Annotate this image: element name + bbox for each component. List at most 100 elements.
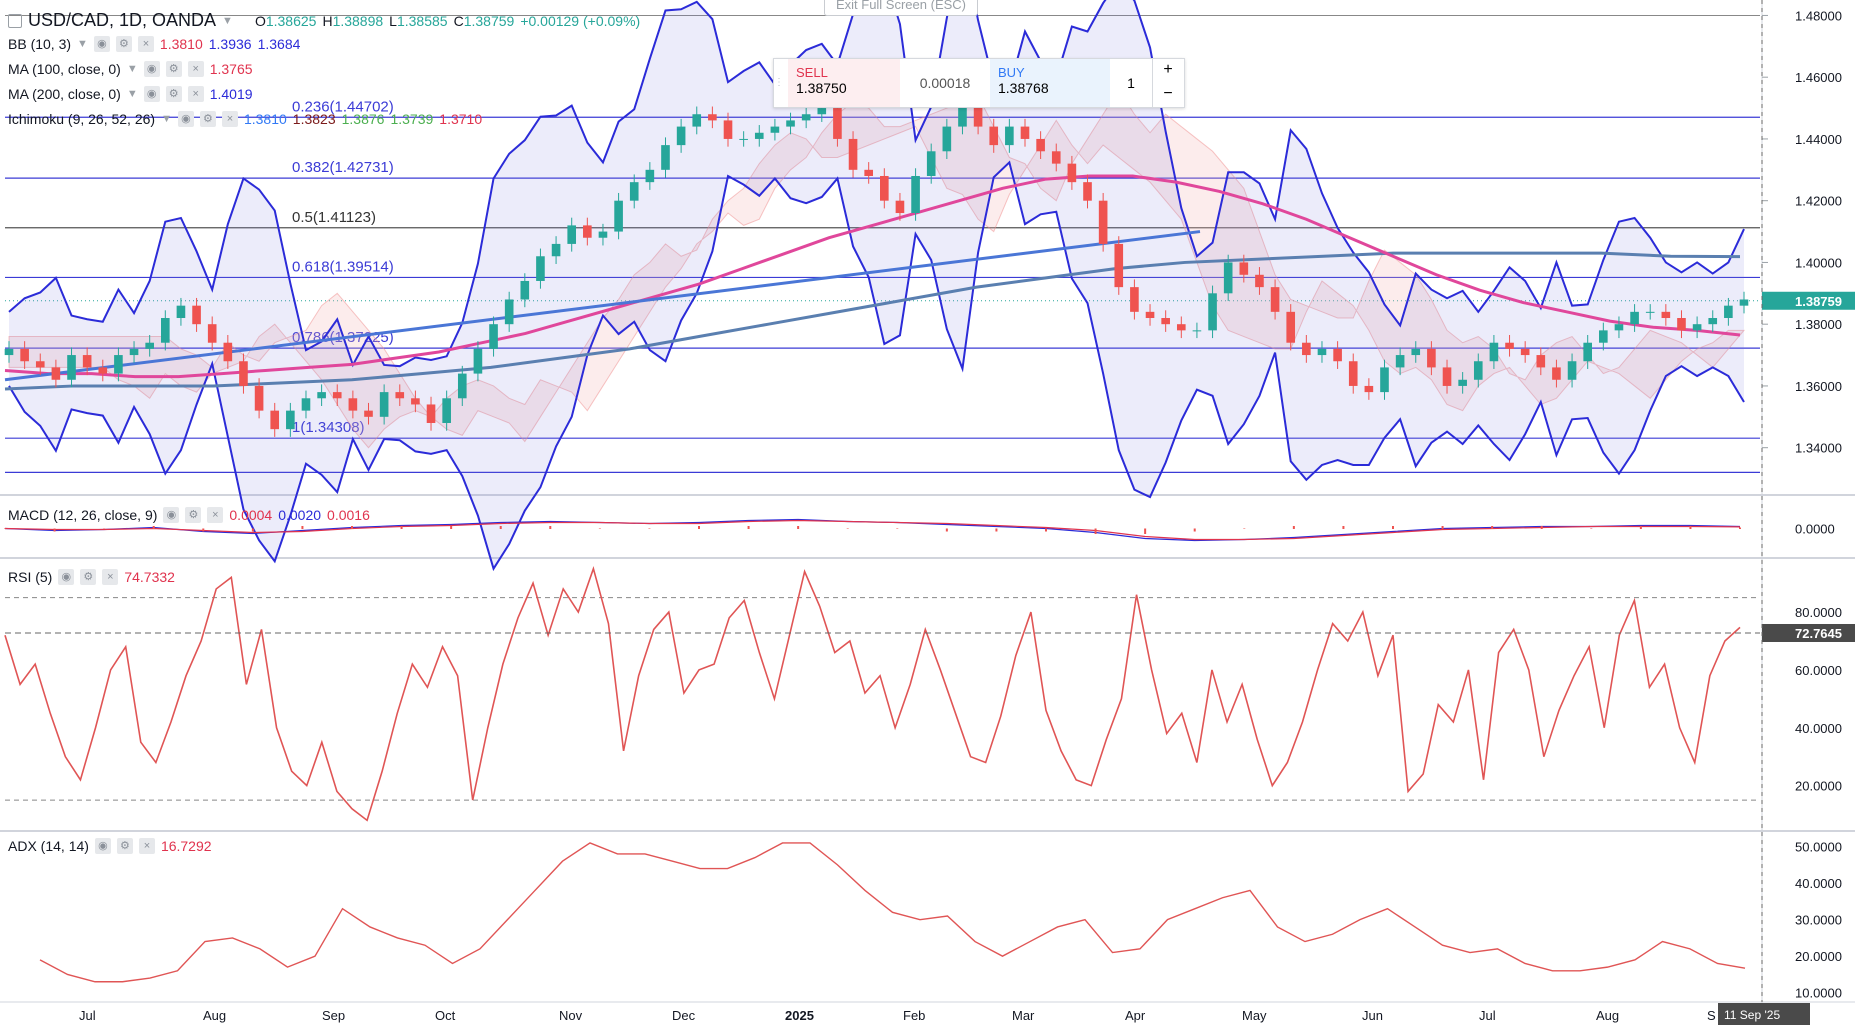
ohlc-close: C1.38759 [453, 12, 515, 29]
candle [1661, 311, 1671, 319]
candle [786, 120, 795, 127]
eye-icon[interactable]: ◉ [94, 838, 111, 854]
chevron-down-icon[interactable]: ▼ [222, 14, 233, 27]
close-icon[interactable]: × [221, 111, 238, 127]
macd-value: 0.0020 [278, 507, 322, 523]
macd-name[interactable]: MACD (12, 26, close, 9) [8, 507, 158, 523]
candle [207, 324, 217, 343]
candle [1239, 262, 1249, 275]
candle [395, 392, 405, 399]
macd-histogram-bar [995, 528, 998, 532]
ma100-line [4, 174, 1741, 379]
macd-histogram-bar [450, 526, 453, 529]
candle [348, 398, 358, 411]
x-tick-label: May [1242, 1008, 1267, 1023]
close-icon[interactable]: × [187, 61, 204, 77]
settings-icon[interactable]: ⚙ [165, 61, 182, 77]
ichimoku-cloud [8, 88, 1746, 449]
quantity-field[interactable]: 1 [1127, 75, 1135, 91]
chevron-down-icon[interactable]: ▼ [77, 38, 88, 50]
candle [1708, 318, 1718, 325]
chevron-down-icon[interactable]: ▼ [161, 113, 172, 125]
settings-icon[interactable]: ⚙ [185, 507, 202, 523]
candle [364, 410, 373, 417]
macd-histogram-bar [896, 528, 899, 529]
candle [1458, 379, 1467, 386]
eye-icon[interactable]: ◉ [177, 111, 194, 127]
candle [1317, 348, 1327, 356]
candle [1630, 311, 1639, 325]
close-icon[interactable]: × [207, 507, 224, 523]
eye-icon[interactable]: ◉ [93, 36, 110, 52]
candle [833, 108, 842, 139]
indicator-name[interactable]: MA (100, close, 0) [8, 61, 121, 77]
candle [1739, 299, 1749, 306]
candle [4, 348, 14, 356]
y-tick-label: 1.46000 [1795, 70, 1842, 85]
macd-histogram-bar [1590, 528, 1593, 529]
indicator-name[interactable]: MA (200, close, 0) [8, 86, 121, 102]
x-tick-label: Sep [322, 1008, 345, 1023]
eye-icon[interactable]: ◉ [143, 61, 160, 77]
buy-button[interactable]: BUY 1.38768 [990, 59, 1110, 107]
candle [583, 225, 592, 238]
macd-histogram-bar [1392, 526, 1394, 529]
settings-icon[interactable]: ⚙ [80, 569, 97, 585]
rsi-name[interactable]: RSI (5) [8, 569, 53, 585]
adx-name[interactable]: ADX (14, 14) [8, 838, 89, 854]
chevron-down-icon[interactable]: ▼ [126, 88, 138, 100]
settings-icon[interactable]: ⚙ [165, 86, 182, 102]
candle [1036, 138, 1045, 152]
candle [1114, 243, 1124, 288]
candle [1520, 348, 1530, 356]
close-icon[interactable]: × [102, 569, 119, 585]
indicator-value: 1.3710 [439, 111, 483, 127]
sell-price: 1.38750 [796, 80, 847, 96]
settings-icon[interactable]: ⚙ [116, 838, 133, 854]
y-tick-label: 0.0000 [1795, 522, 1835, 537]
candle [629, 182, 639, 201]
drag-handle-icon[interactable]: ⋮⋮ [774, 77, 794, 88]
candle [801, 114, 811, 121]
candle [1599, 330, 1608, 343]
indicator-value: 1.4019 [209, 86, 253, 102]
eye-icon[interactable]: ◉ [58, 569, 75, 585]
settings-icon[interactable]: ⚙ [199, 111, 216, 127]
exit-fullscreen-button[interactable]: Exit Full Screen (ESC) [824, 0, 978, 16]
x-tick-label: Apr [1125, 1008, 1146, 1023]
sell-button[interactable]: SELL 1.38750 [788, 59, 900, 107]
indicator-value: 1.3810 [243, 111, 287, 127]
candle [1505, 342, 1514, 349]
last-price-label: 1.38759 [1795, 294, 1842, 309]
candle [489, 324, 498, 349]
symbol-legend: USD/CAD, 1D, OANDA ▼ O1.38625 H1.38898 L… [8, 10, 640, 31]
eye-icon[interactable]: ◉ [163, 507, 180, 523]
candle [1145, 311, 1155, 319]
eye-icon[interactable]: ◉ [143, 86, 160, 102]
candle [614, 200, 623, 232]
buy-price: 1.38768 [998, 80, 1049, 96]
macd-histogram-bar [1342, 526, 1345, 529]
macd-histogram-bar [1689, 526, 1692, 529]
indicator-name[interactable]: Ichimoku (9, 26, 52, 26) [8, 111, 156, 127]
collapse-icon[interactable] [8, 13, 22, 28]
candle [551, 243, 561, 257]
close-icon[interactable]: × [138, 838, 155, 854]
quantity-increase-button[interactable]: + [1163, 61, 1173, 78]
trend-line [4, 230, 1201, 382]
quantity-decrease-button[interactable]: − [1163, 85, 1173, 102]
candle [1192, 330, 1202, 332]
candle [473, 348, 483, 374]
indicator-legend: BB (10, 3) ▼ ◉ ⚙ × 1.3810 1.3936 1.3684 [8, 36, 300, 52]
rsi-line [4, 565, 1741, 822]
settings-icon[interactable]: ⚙ [115, 36, 132, 52]
indicator-name[interactable]: BB (10, 3) [8, 36, 72, 52]
chevron-down-icon[interactable]: ▼ [126, 63, 138, 75]
close-icon[interactable]: × [137, 36, 154, 52]
close-icon[interactable]: × [187, 86, 204, 102]
candle [1333, 348, 1342, 362]
candle [1380, 367, 1389, 393]
ma200-line [4, 251, 1741, 391]
y-tick-label: 1.48000 [1795, 8, 1842, 23]
